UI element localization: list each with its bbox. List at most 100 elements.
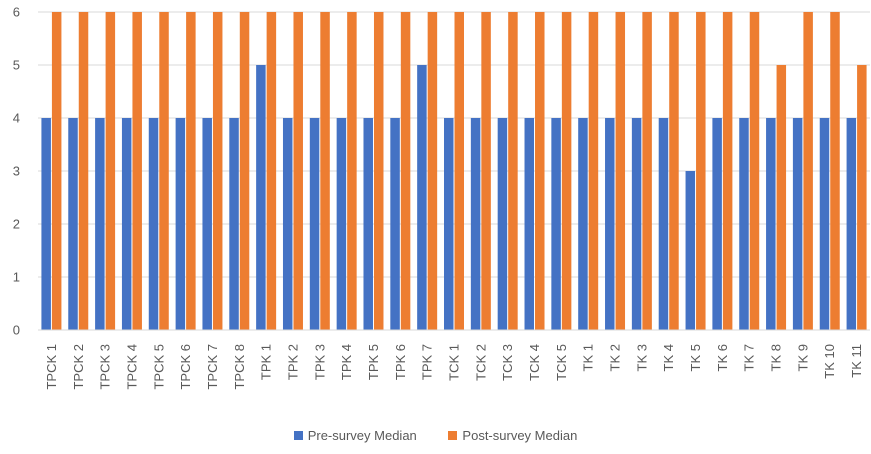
bar-pre-survey <box>658 118 669 330</box>
bar-pre-survey <box>605 118 615 330</box>
x-tick-label: TPK 3 <box>312 344 327 380</box>
y-tick-label: 6 <box>13 5 20 20</box>
bar-post-survey <box>159 12 169 330</box>
bar-post-survey <box>293 12 303 330</box>
bar-pre-survey <box>819 118 830 330</box>
bar-pre-survey <box>95 118 105 330</box>
bar-pre-survey <box>470 118 481 330</box>
bar-pre-survey <box>175 118 186 330</box>
bar-pre-survey <box>685 171 696 330</box>
x-tick-label: TCK 3 <box>500 344 515 381</box>
bar-post-survey <box>186 12 196 330</box>
x-tick-label: TCK 4 <box>527 344 542 381</box>
x-tick-label: TK 6 <box>715 344 730 371</box>
x-tick-label: TK 2 <box>608 344 623 371</box>
bar-pre-survey <box>631 118 642 330</box>
bar-post-survey <box>857 65 867 330</box>
legend-label-post: Post-survey Median <box>462 428 578 443</box>
legend-item-pre: Pre-survey Median <box>293 428 417 443</box>
x-tick-label: TK 4 <box>661 344 676 371</box>
x-tick-label: TPK 6 <box>393 344 408 380</box>
x-tick-label: TK 1 <box>581 344 596 371</box>
bar-post-survey <box>535 12 545 330</box>
bar-post-survey <box>320 12 330 330</box>
bar-post-survey <box>696 12 706 330</box>
bar-pre-survey <box>148 118 159 330</box>
y-axis-ticks: 0 1 2 3 4 5 6 <box>13 5 20 338</box>
bar-pre-survey <box>68 118 78 330</box>
bar-post-survey <box>642 12 652 330</box>
x-tick-label: TPCK 6 <box>178 344 193 390</box>
bar-pre-survey <box>282 118 293 330</box>
bar-post-survey <box>105 12 116 330</box>
x-tick-label: TPCK 3 <box>98 344 113 390</box>
bar-pre-survey <box>363 118 373 330</box>
y-tick-label: 0 <box>13 323 20 338</box>
x-tick-label: TPK 4 <box>339 344 354 380</box>
bar-pre-survey <box>41 118 51 330</box>
x-tick-label: TPCK 1 <box>44 344 59 390</box>
bar-post-survey <box>347 12 357 330</box>
x-tick-label: TPK 5 <box>366 344 381 380</box>
bar-post-survey <box>508 12 518 330</box>
bar-post-survey <box>803 12 813 330</box>
bar-post-survey <box>830 12 840 330</box>
y-tick-label: 1 <box>13 270 20 285</box>
bar-post-survey <box>588 12 599 330</box>
bar-post-survey <box>51 12 62 330</box>
x-tick-label: TK 8 <box>769 344 784 371</box>
bar-pre-survey <box>524 118 535 330</box>
bar-pre-survey <box>121 118 132 330</box>
legend-swatch-post <box>448 431 458 440</box>
x-tick-label: TK 11 <box>849 344 864 378</box>
bar-pre-survey <box>444 118 454 330</box>
y-tick-label: 3 <box>13 164 20 179</box>
bar-pre-survey <box>202 118 212 330</box>
x-tick-label: TCK 5 <box>554 344 569 381</box>
bar-pre-survey <box>551 118 561 330</box>
bar-post-survey <box>669 12 679 330</box>
bar-post-survey <box>132 12 142 330</box>
bar-pre-survey <box>739 118 749 330</box>
x-tick-label: TK 10 <box>822 344 837 379</box>
bar-post-survey <box>776 65 787 330</box>
x-axis-ticks: TPCK 1 TPCK 2 TPCK 3 TPCK 4 TPCK 5 TPCK 6 TPCK… <box>44 344 864 390</box>
x-tick-label: TPCK 7 <box>205 344 220 390</box>
bar-post-survey <box>722 12 733 330</box>
bar-post-survey <box>373 12 384 330</box>
x-tick-label: TPK 2 <box>285 344 300 380</box>
x-tick-label: TPCK 5 <box>151 344 166 390</box>
bar-pre-survey <box>256 65 266 330</box>
x-tick-label: TK 3 <box>634 344 649 371</box>
x-tick-label: TPK 7 <box>420 344 435 380</box>
legend: Pre-survey Median Post-survey Median <box>0 428 871 443</box>
x-tick-label: TCK 2 <box>473 344 488 381</box>
x-tick-label: TK 7 <box>742 344 757 371</box>
legend-swatch-pre <box>293 431 303 440</box>
x-tick-label: TK 9 <box>795 344 810 371</box>
bars <box>41 12 867 330</box>
bar-post-survey <box>561 12 572 330</box>
bar-post-survey <box>615 12 626 330</box>
bar-pre-survey <box>766 118 776 330</box>
x-tick-label: TPCK 2 <box>71 344 86 390</box>
legend-label-pre: Pre-survey Median <box>307 428 417 443</box>
bar-pre-survey <box>846 118 857 330</box>
bar-pre-survey <box>578 118 588 330</box>
y-tick-label: 4 <box>13 111 20 126</box>
x-tick-label: TPK 1 <box>259 344 274 380</box>
x-tick-label: TPCK 8 <box>232 344 247 390</box>
bar-pre-survey <box>229 118 239 330</box>
bar-post-survey <box>212 12 223 330</box>
bar-pre-survey <box>309 118 320 330</box>
x-tick-label: TPCK 4 <box>124 344 139 390</box>
legend-item-post: Post-survey Median <box>448 428 577 443</box>
bar-pre-survey <box>497 118 508 330</box>
bar-pre-survey <box>712 118 722 330</box>
y-tick-label: 5 <box>13 58 20 73</box>
bar-post-survey <box>454 12 464 330</box>
bar-pre-survey <box>792 118 803 330</box>
y-tick-label: 2 <box>13 217 20 232</box>
bar-post-survey <box>266 12 277 330</box>
